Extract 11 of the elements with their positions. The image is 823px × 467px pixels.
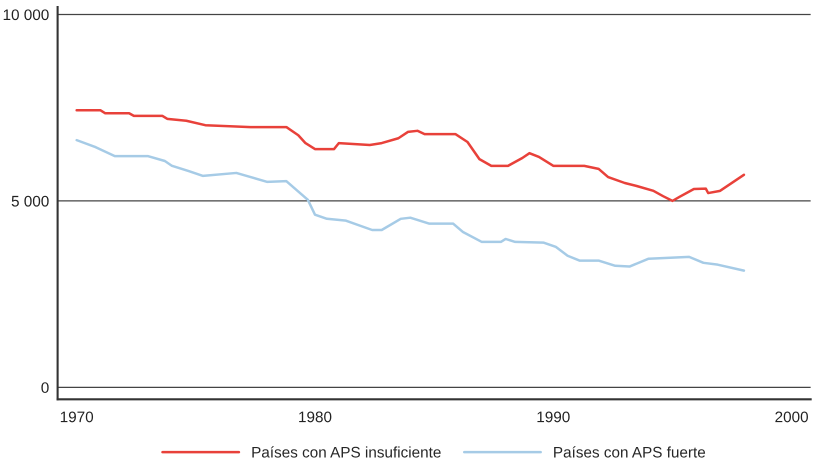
x-tick-label: 1980 — [299, 411, 332, 422]
line-series — [75, 138, 746, 272]
y-tick-label: 5 000 — [12, 196, 49, 207]
line-series — [75, 109, 746, 202]
y-tick-label: 10 000 — [4, 9, 49, 20]
x-tick-label: 2000 — [775, 411, 808, 422]
y-tick-label: 0 — [41, 382, 49, 394]
x-tick-label: 1970 — [60, 411, 94, 422]
legend-label: Países con APS fuerte — [554, 446, 706, 458]
legend-label: Países con APS insuficiente — [252, 446, 441, 458]
x-tick-label: 1990 — [537, 411, 570, 422]
